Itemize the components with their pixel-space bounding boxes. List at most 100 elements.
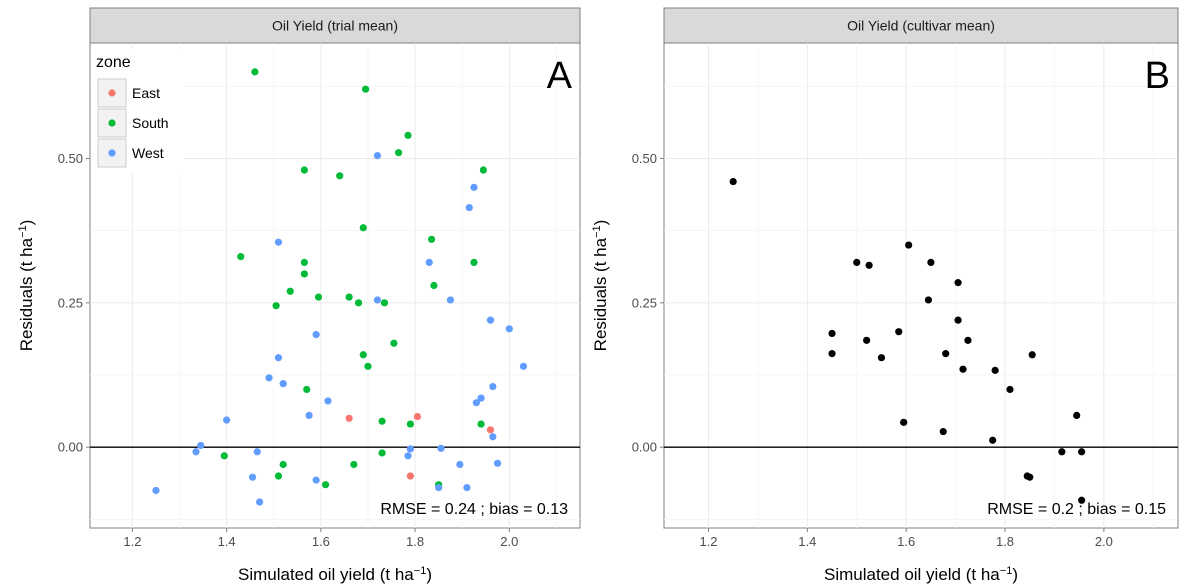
grid-a: [90, 43, 580, 528]
x-tick-label: 1.6: [312, 534, 330, 549]
legend-entries: East South West: [97, 78, 169, 168]
y-tick-label: 0.00: [58, 440, 83, 455]
data-point: [404, 131, 412, 139]
data-point: [1073, 411, 1081, 420]
data-point: [312, 476, 320, 484]
data-point: [274, 472, 283, 480]
data-point: [395, 149, 403, 157]
legend-swatch: [108, 149, 116, 157]
data-point: [991, 366, 999, 374]
data-point: [472, 399, 480, 407]
y-axis-title-b: Residuals (t ha−1): [591, 220, 610, 352]
data-point: [493, 459, 502, 467]
data-point: [373, 151, 382, 160]
data-point: [865, 261, 873, 269]
x-tick-label: 2.0: [500, 534, 518, 549]
legend-key: [97, 138, 127, 168]
data-point: [430, 281, 438, 290]
ticks-a: 1.2 1.4 1.6 1.8 2.0 0.00 0.25 0.50: [58, 151, 519, 549]
data-point: [895, 328, 903, 336]
data-point: [905, 241, 913, 249]
data-point: [359, 224, 367, 232]
data-point: [456, 460, 464, 469]
data-point: [390, 339, 398, 347]
panel-b: Oil Yield (cultivar mean) 1.2 1.4 1.6 1.8 2.…: [591, 7, 1179, 584]
legend-label: East: [132, 85, 160, 101]
data-point: [989, 436, 997, 444]
data-point: [489, 382, 497, 391]
data-point: [489, 433, 497, 441]
x-tick-label: 2.0: [1095, 534, 1113, 549]
y-tick-label: 0.25: [58, 295, 83, 310]
y-tick-label: 0.50: [632, 151, 657, 166]
data-point: [251, 68, 259, 76]
ticks-b: 1.2 1.4 1.6 1.8 2.0 0.00 0.25 0.50: [632, 151, 1113, 549]
data-point: [364, 362, 372, 370]
x-axis-title-a: Simulated oil yield (t ha−1): [238, 565, 432, 584]
legend: zone East South West: [92, 49, 184, 173]
data-point: [437, 444, 445, 452]
data-point: [863, 336, 871, 344]
x-tick-label: 1.4: [218, 534, 236, 549]
points-b: [729, 177, 1086, 504]
data-point: [303, 385, 311, 394]
data-point: [192, 448, 200, 456]
data-point: [954, 279, 962, 287]
data-point: [305, 411, 313, 420]
data-point: [959, 365, 967, 373]
data-point: [427, 235, 436, 243]
data-point: [286, 287, 294, 295]
legend-title: zone: [96, 54, 131, 71]
data-point: [223, 416, 231, 424]
data-point: [272, 302, 280, 310]
data-point: [300, 258, 308, 267]
data-point: [1006, 385, 1014, 394]
y-tick-label: 0.25: [632, 295, 657, 310]
data-point: [406, 472, 414, 480]
data-point: [477, 394, 485, 402]
x-tick-label: 1.4: [798, 534, 816, 549]
data-point: [380, 299, 389, 307]
annotation-b: RMSE = 0.2 ; bias = 0.15: [987, 501, 1166, 518]
x-tick-label: 1.8: [996, 534, 1014, 549]
data-point: [486, 316, 495, 324]
data-point: [373, 296, 382, 304]
data-point: [359, 351, 367, 359]
strip-title-b: Oil Yield (cultivar mean): [847, 18, 995, 34]
y-axis-title-a: Residuals (t ha−1): [17, 220, 36, 352]
data-point: [314, 293, 323, 301]
data-point: [477, 420, 485, 428]
data-point: [435, 483, 443, 492]
plot-area-b: [663, 42, 1179, 529]
data-point: [321, 481, 330, 489]
x-tick-label: 1.2: [123, 534, 141, 549]
legend-swatch: [108, 119, 116, 127]
data-point: [197, 441, 205, 450]
data-point: [964, 336, 972, 344]
data-point: [479, 166, 488, 174]
panel-letter-b: B: [1145, 55, 1170, 97]
grid-b: [664, 43, 1178, 528]
data-point: [279, 460, 287, 469]
data-point: [828, 329, 836, 338]
data-point: [828, 350, 836, 358]
x-tick-label: 1.6: [897, 534, 915, 549]
data-point: [470, 183, 478, 191]
data-point: [406, 445, 414, 453]
data-point: [237, 253, 245, 261]
data-point: [486, 426, 495, 434]
x-tick-label: 1.2: [699, 534, 717, 549]
panel-letter-a: A: [547, 55, 573, 97]
data-point: [1058, 448, 1066, 456]
legend-key: [97, 108, 127, 138]
points-a: [152, 68, 528, 506]
data-point: [927, 258, 935, 267]
data-point: [336, 172, 344, 180]
x-tick-label: 1.8: [406, 534, 424, 549]
data-point: [425, 258, 433, 267]
data-point: [942, 350, 950, 358]
data-point: [877, 354, 886, 362]
data-point: [413, 412, 422, 421]
data-point: [519, 362, 528, 370]
